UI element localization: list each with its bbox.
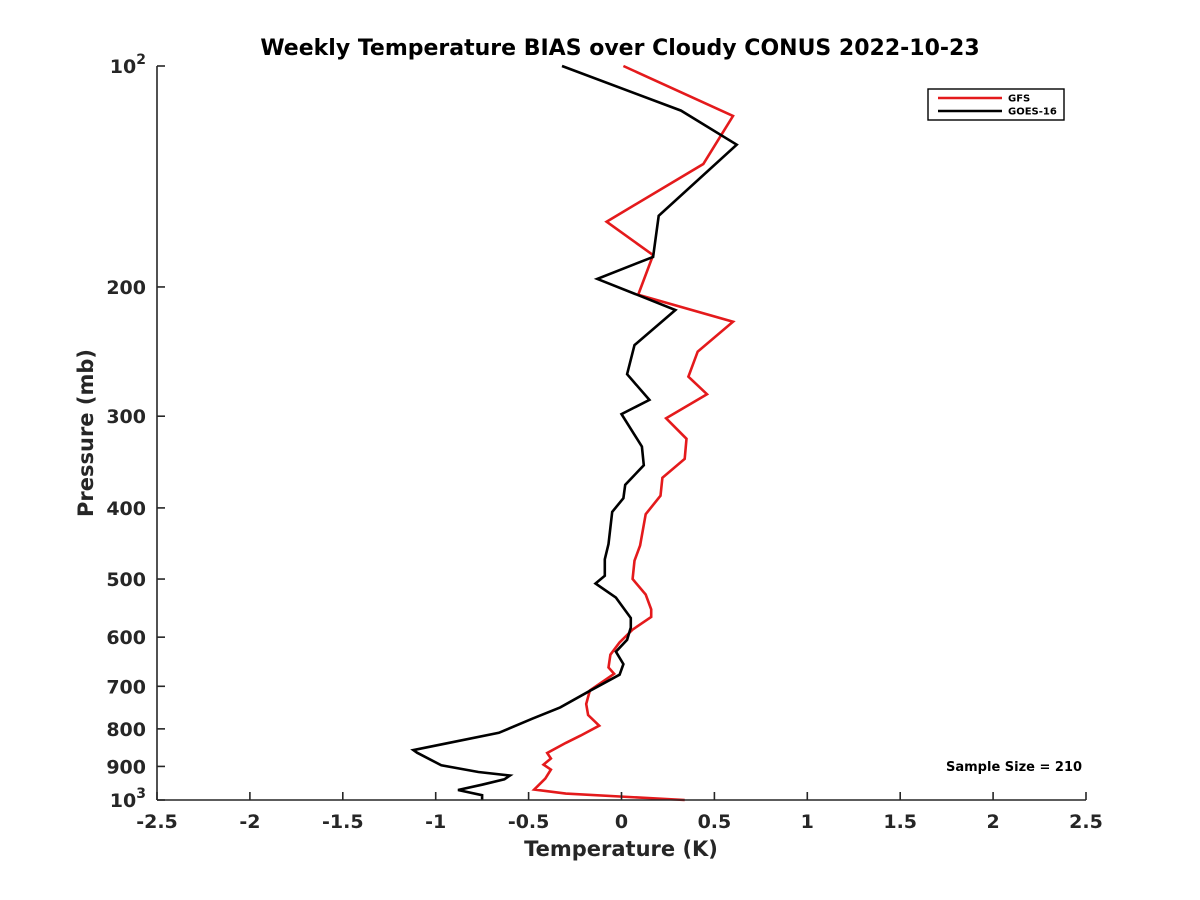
y-tick-label: 102 xyxy=(110,52,146,78)
y-tick-label: 700 xyxy=(106,676,146,698)
y-axis-label: Pressure (mb) xyxy=(74,349,98,517)
y-tick-label: 900 xyxy=(106,756,146,778)
plot-area xyxy=(410,64,739,802)
x-tick-label: -0.5 xyxy=(508,811,550,833)
series-line-gfs xyxy=(531,64,736,802)
x-tick-label: -1.5 xyxy=(322,811,364,833)
x-tick-label: -2.5 xyxy=(136,811,178,833)
x-axis-label: Temperature (K) xyxy=(524,837,718,861)
legend-label: GFS xyxy=(1008,94,1030,105)
y-ticks: 102 200 300 400 500 600 700 800 900 103 xyxy=(106,52,165,812)
y-tick-label: 103 xyxy=(110,786,146,812)
sample-size-annotation: Sample Size = 210 xyxy=(946,760,1082,775)
y-tick-label: 400 xyxy=(106,498,146,520)
y-tick-label: 800 xyxy=(106,719,146,741)
x-tick-label: 2 xyxy=(986,811,999,833)
axes xyxy=(156,66,1086,801)
x-tick-label: 1.5 xyxy=(883,811,917,833)
legend-box xyxy=(927,88,1065,121)
chart-title: Weekly Temperature BIAS over Cloudy CONU… xyxy=(260,36,979,61)
x-ticks: -2.5 -2 -1.5 -1 -0.5 0 0.5 1 1.5 2 2.5 xyxy=(136,792,1103,833)
x-tick-label: 1 xyxy=(801,811,814,833)
x-tick-label: -1 xyxy=(425,811,446,833)
x-tick-label: 0 xyxy=(615,811,628,833)
y-tick-label: 200 xyxy=(106,277,146,299)
series-line-goes-16 xyxy=(410,64,739,800)
y-tick-label: 300 xyxy=(106,406,146,428)
y-tick-label: 500 xyxy=(106,569,146,591)
x-tick-label: 2.5 xyxy=(1069,811,1103,833)
legend-label: GOES-16 xyxy=(1008,107,1057,118)
y-tick-label: 600 xyxy=(106,627,146,649)
legend: GFS GOES-16 xyxy=(927,88,1065,121)
x-tick-label: 0.5 xyxy=(698,811,732,833)
x-tick-label: -2 xyxy=(239,811,260,833)
